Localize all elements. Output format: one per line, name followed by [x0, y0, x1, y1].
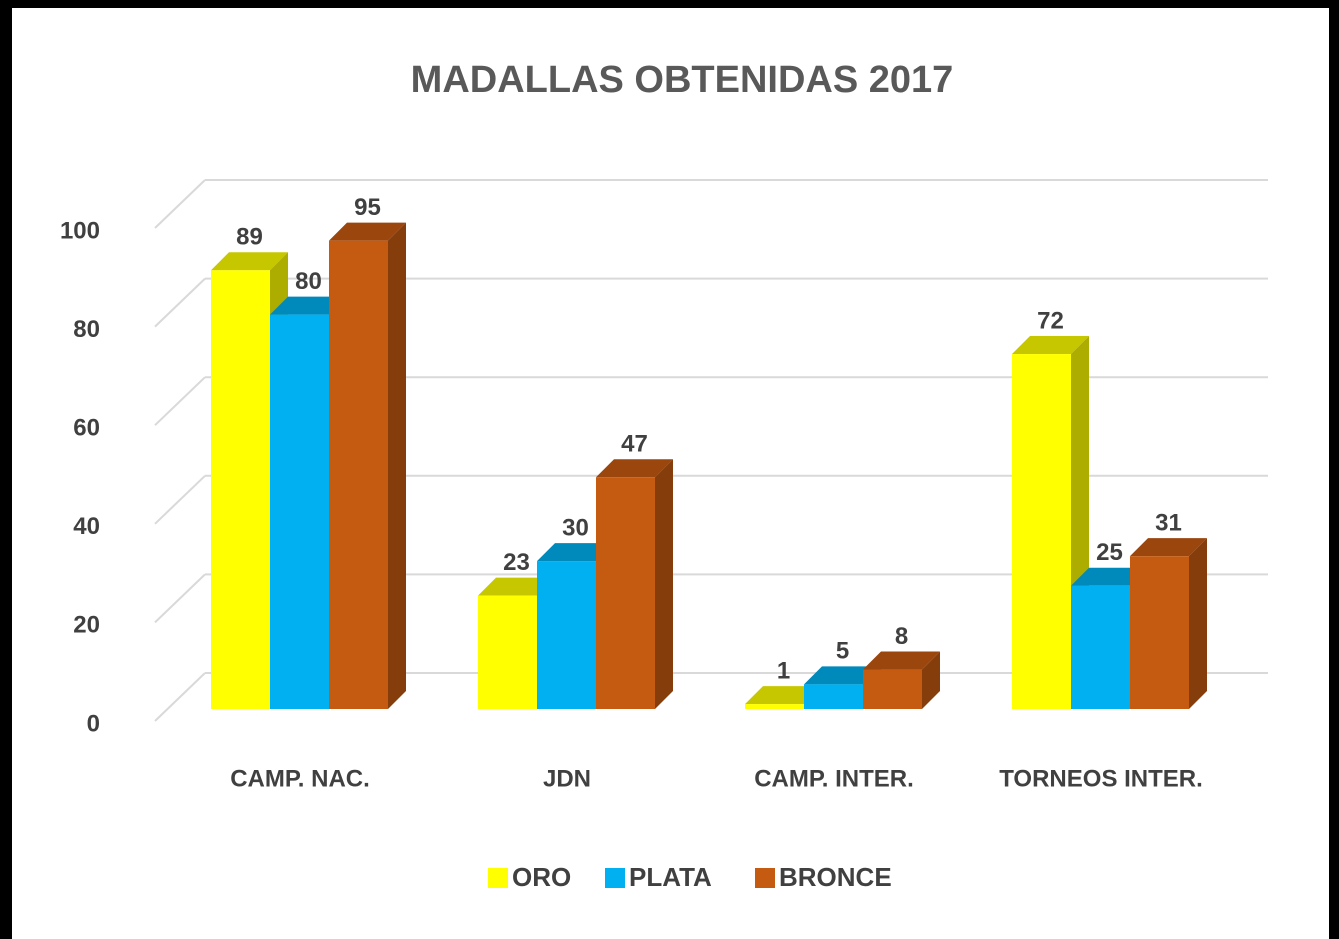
bar-top	[804, 666, 881, 685]
x-tick-label: CAMP. NAC.	[230, 765, 370, 792]
bar-top	[211, 252, 288, 271]
bar	[270, 314, 329, 709]
legend-swatch	[755, 868, 775, 888]
y-tick-label: 60	[73, 415, 100, 442]
x-tick-label: JDN	[543, 765, 591, 792]
bar-top	[745, 686, 822, 705]
grid-line	[154, 179, 206, 229]
data-label: 31	[1155, 510, 1182, 537]
data-label: 1	[777, 657, 790, 684]
grid-line	[154, 376, 206, 426]
grid-line	[154, 475, 206, 525]
bar	[745, 704, 804, 709]
bar	[329, 240, 388, 709]
y-tick-label: 80	[73, 316, 100, 343]
data-label: 30	[562, 514, 589, 541]
grid-line	[154, 277, 206, 328]
bar	[1130, 556, 1189, 709]
bar-top	[478, 577, 555, 596]
legend-swatch	[605, 868, 625, 888]
x-tick-label: CAMP. INTER.	[754, 765, 914, 792]
bar-top	[596, 459, 673, 478]
x-tick-label: TORNEOS INTER.	[999, 765, 1203, 792]
bar-side	[388, 222, 406, 709]
bar-top	[329, 222, 406, 241]
data-label: 25	[1096, 539, 1123, 566]
y-tick-label: 40	[73, 513, 100, 540]
data-label: 72	[1037, 307, 1064, 334]
legend-swatch	[488, 868, 508, 888]
bar-top	[270, 296, 347, 315]
bar-top	[1071, 567, 1148, 586]
bar-top	[863, 651, 940, 670]
bar-top	[1130, 538, 1207, 557]
bar	[596, 477, 655, 709]
data-label: 23	[503, 549, 530, 576]
bar	[537, 561, 596, 709]
bar	[211, 270, 270, 709]
bar-top	[537, 543, 614, 562]
bar	[1012, 354, 1071, 709]
chart-title: MADALLAS OBTENIDAS 2017	[411, 59, 954, 101]
bar-side	[1189, 538, 1207, 709]
legend-label: BRONCE	[779, 862, 892, 892]
legend-label: PLATA	[629, 862, 712, 892]
bar-top	[1012, 336, 1089, 355]
grid-line	[154, 573, 206, 624]
grid-line	[154, 672, 206, 722]
data-label: 8	[895, 623, 908, 650]
data-label: 80	[295, 268, 322, 295]
bar	[478, 595, 537, 709]
bar	[1071, 585, 1130, 709]
data-label: 95	[354, 194, 381, 221]
bar	[863, 669, 922, 709]
y-tick-label: 100	[60, 217, 100, 244]
bar-side	[655, 459, 673, 709]
legend-label: ORO	[512, 862, 571, 892]
y-tick-label: 0	[87, 710, 100, 737]
data-label: 47	[621, 431, 648, 458]
y-tick-label: 20	[73, 612, 100, 639]
data-label: 5	[836, 638, 849, 665]
bar	[804, 684, 863, 709]
data-label: 89	[236, 224, 263, 251]
bar-side	[922, 651, 940, 709]
